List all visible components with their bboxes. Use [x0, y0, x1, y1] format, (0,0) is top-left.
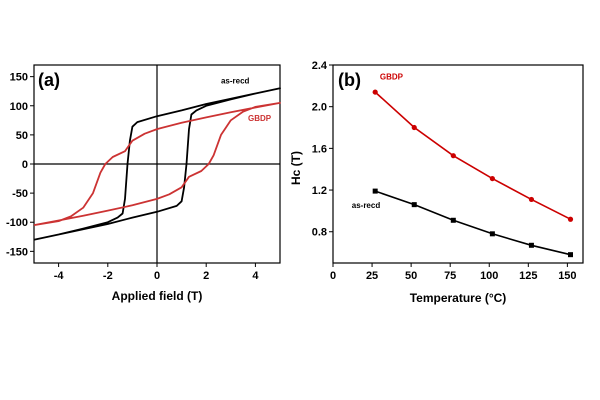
panel-a-y-tick-label: 0: [22, 159, 28, 171]
panel-a-y-tick-label: 50: [16, 130, 28, 142]
panel-a-y-tick-label: -150: [6, 246, 28, 258]
panel-b-data-point-as-recd: [568, 252, 573, 258]
panel-b-y-tick-label: 0.8: [312, 227, 327, 239]
panel-a-label: (a): [38, 70, 60, 90]
panel-a-series-label-as-recd: as-recd: [221, 77, 250, 86]
panel-b-x-tick-label: 50: [405, 270, 417, 282]
panel-a-y-tick-label: -100: [6, 217, 28, 229]
panel-b-x-axis-label: Temperature (°C): [410, 291, 507, 305]
panel-b-x-tick-label: 100: [480, 270, 498, 282]
panel-b-data-point-as-recd: [411, 202, 417, 208]
panel-a-series-line-GBDP: [33, 102, 281, 226]
panel-b-data-point-GBDP: [372, 89, 378, 95]
panel-a-series-label-gbdp: GBDP: [248, 114, 272, 123]
panel-b-data-point-GBDP: [411, 124, 417, 131]
panel-a-x-tick-label: 2: [203, 270, 209, 282]
panel-b-data-point-GBDP: [450, 153, 456, 159]
panel-a-y-tick-label: 150: [10, 72, 28, 84]
panel-b-x-tick-label: 125: [519, 270, 537, 282]
panel-b-data-point-GBDP: [567, 216, 574, 222]
panel-b-data-point-GBDP: [528, 196, 535, 203]
panel-b-data-point-as-recd: [528, 242, 534, 248]
panel-a-y-tick-label: -50: [12, 188, 28, 200]
panel-b-x-tick-label: 25: [366, 270, 378, 282]
panel-b-data-point-as-recd: [372, 188, 378, 194]
panel-b-y-tick-label: 2.4: [312, 60, 328, 72]
panel-b-y-tick-label: 2.0: [312, 102, 327, 114]
panel-b-plot-frame: [332, 64, 584, 264]
panel-b-data-point-as-recd: [450, 217, 456, 223]
panel-a-y-tick-label: 100: [10, 101, 28, 113]
panel-a-x-tick-label: -2: [103, 270, 113, 282]
panel-b-y-tick-label: 1.6: [312, 143, 327, 155]
panel-a-x-tick-label: 4: [252, 270, 259, 282]
panel-b-ticks: 0 25 50 75 100 125 150 0.8 1.2 1.6 2.0 2.4: [312, 60, 577, 282]
panel-a-series: as-recd GBDP: [33, 77, 281, 241]
panel-b-data-point-GBDP: [489, 175, 495, 182]
panel-b-coercivity-chart: 0 25 50 75 100 125 150 0.8 1.2 1.6 2.0 2.4 GBDP as-r…: [289, 60, 584, 305]
panel-b-x-tick-label: 0: [330, 270, 336, 282]
panel-b-label: (b): [338, 70, 361, 90]
panel-b-series-line-as-recd: [374, 190, 571, 256]
panel-a-x-axis-label: Applied field (T): [112, 289, 203, 303]
panel-b-y-axis-label: Hc (T): [289, 151, 303, 185]
panel-a-ticks: -4 -2 0 2 4 -150 -100 -50 0 50 100 150: [6, 65, 280, 282]
panel-b-data-point-as-recd: [489, 231, 495, 237]
panel-a-series-line-as-recd: [33, 87, 281, 241]
panel-b-series-label-gbdp: GBDP: [380, 73, 404, 82]
panel-a-x-tick-label: -4: [54, 270, 65, 282]
panel-b-y-tick-label: 1.2: [312, 185, 327, 197]
panel-b-series: GBDP as-recd: [352, 73, 574, 258]
panel-b-x-tick-label: 150: [558, 270, 576, 282]
panel-b-series-line-GBDP: [374, 91, 571, 220]
panel-a-x-tick-label: 0: [154, 270, 160, 282]
panel-b-x-tick-label: 75: [444, 270, 456, 282]
panel-b-series-label-as-recd: as-recd: [352, 201, 381, 210]
